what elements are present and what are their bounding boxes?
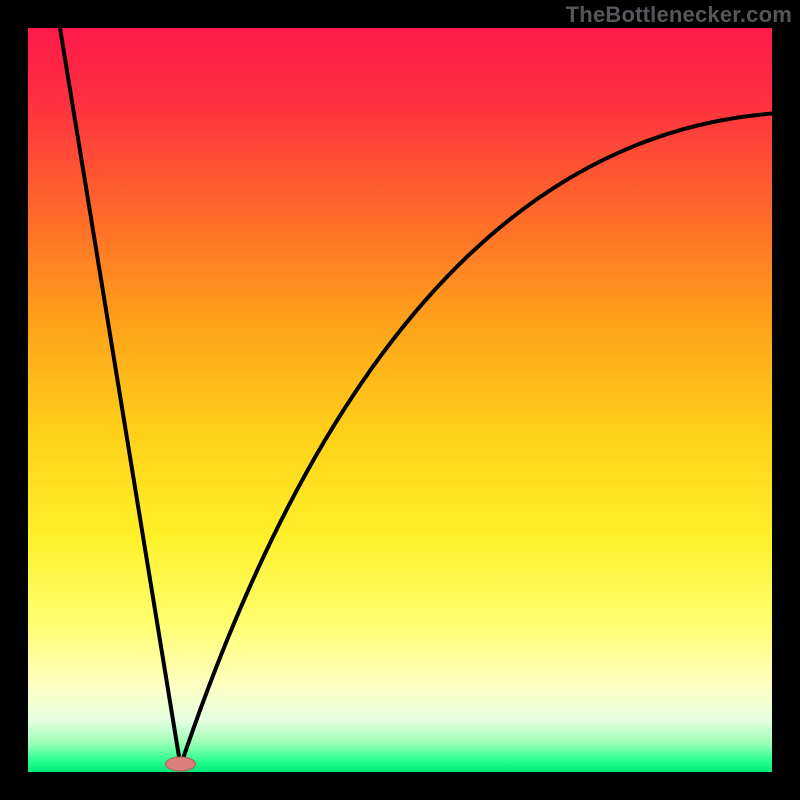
optimal-point-marker <box>166 757 196 771</box>
watermark-text: TheBottlenecker.com <box>566 2 792 28</box>
gradient-background <box>28 28 772 772</box>
chart-container: TheBottlenecker.com <box>0 0 800 800</box>
bottleneck-chart <box>0 0 800 800</box>
